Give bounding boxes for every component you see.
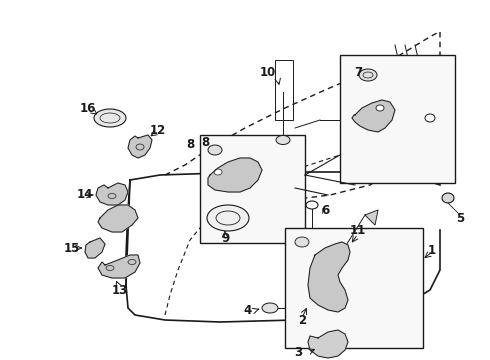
- Polygon shape: [96, 183, 128, 205]
- Ellipse shape: [262, 303, 278, 313]
- Text: 2: 2: [298, 314, 306, 327]
- Ellipse shape: [276, 135, 290, 144]
- Polygon shape: [308, 330, 348, 358]
- Bar: [275, 60, 293, 120]
- Text: 5: 5: [456, 211, 464, 225]
- Text: 14: 14: [77, 189, 93, 202]
- Polygon shape: [352, 100, 395, 132]
- Ellipse shape: [376, 105, 384, 111]
- Text: 12: 12: [150, 123, 166, 136]
- Ellipse shape: [94, 109, 126, 127]
- Ellipse shape: [208, 145, 222, 155]
- Text: 10: 10: [260, 67, 276, 80]
- Ellipse shape: [295, 237, 309, 247]
- Text: 8: 8: [201, 136, 209, 149]
- Text: 16: 16: [80, 102, 96, 114]
- Bar: [200, 135, 305, 243]
- Polygon shape: [128, 135, 152, 158]
- Text: 9: 9: [221, 231, 229, 244]
- Bar: [285, 228, 423, 348]
- Ellipse shape: [214, 169, 222, 175]
- Ellipse shape: [442, 193, 454, 203]
- Polygon shape: [208, 158, 262, 192]
- Text: 7: 7: [354, 66, 362, 78]
- Text: 4: 4: [244, 303, 252, 316]
- Text: 8: 8: [186, 139, 194, 152]
- Text: 3: 3: [294, 346, 302, 359]
- Polygon shape: [85, 238, 105, 258]
- Polygon shape: [98, 205, 138, 232]
- Bar: [340, 55, 455, 183]
- Ellipse shape: [207, 205, 249, 231]
- Text: 6: 6: [321, 203, 329, 216]
- Ellipse shape: [359, 69, 377, 81]
- Text: 1: 1: [428, 243, 436, 256]
- Polygon shape: [98, 255, 140, 278]
- Text: 15: 15: [64, 242, 80, 255]
- Polygon shape: [308, 242, 350, 312]
- Polygon shape: [365, 210, 378, 225]
- Text: 11: 11: [350, 224, 366, 237]
- Text: 13: 13: [112, 284, 128, 297]
